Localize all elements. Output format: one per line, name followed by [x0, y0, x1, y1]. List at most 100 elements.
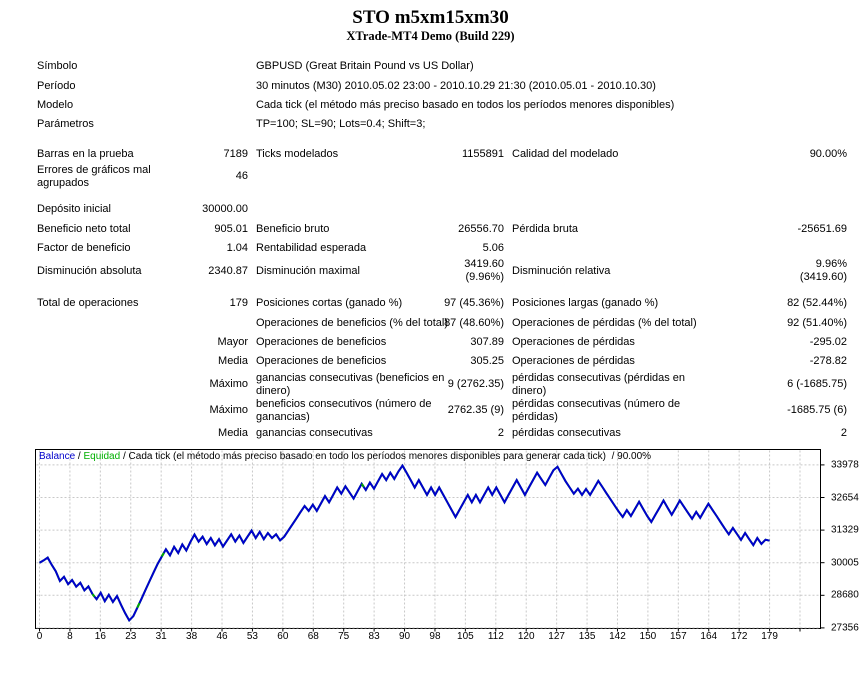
legend-separator: / [120, 451, 129, 463]
stat-value-1: 1.04 [226, 241, 248, 254]
stat-label-3: Calidad del modelado [512, 147, 619, 160]
x-tick-label: 68 [307, 631, 319, 643]
x-tick-label: 98 [429, 631, 441, 643]
info-value: 30 minutos (M30) 2010.05.02 23:00 - 2010… [256, 79, 656, 92]
stat-label-1: Factor de beneficio [37, 241, 131, 254]
legend-balance-label: Balance [39, 451, 76, 463]
info-row: Período 30 minutos (M30) 2010.05.02 23:0… [37, 76, 861, 95]
stat-value-2: 87 (48.60%) [444, 316, 504, 329]
legend-separator: / [75, 451, 84, 463]
stat-label-2: Rentabilidad esperada [256, 241, 367, 254]
stat-value-2: 2762.35 (9) [447, 404, 504, 417]
stat-label-2: Operaciones de beneficios [256, 336, 387, 349]
stat-label-3: pérdidas consecutivas [512, 426, 621, 439]
stat-value-1: 2340.87 [208, 264, 248, 277]
stat-value-2: 2 [497, 426, 504, 439]
stat-value-1: Media [218, 355, 248, 368]
stat-value-3: 92 (51.40%) [787, 316, 847, 329]
x-tick-label: 120 [517, 631, 535, 643]
x-tick-label: 172 [730, 631, 748, 643]
stat-label-2: Posiciones cortas (ganado %) [256, 297, 403, 310]
info-row: Símbolo GBPUSD (Great Britain Pound vs U… [37, 57, 861, 76]
x-tick-label: 179 [761, 631, 778, 643]
x-tick-label: 46 [216, 631, 228, 643]
y-tick-label: 28680 [831, 589, 859, 601]
stat-label-2: Ticks modelados [256, 147, 339, 160]
x-tick-label: 0 [36, 631, 43, 643]
stat-label-1: Beneficio neto total [37, 222, 131, 235]
x-tick-label: 90 [398, 631, 411, 643]
stat-value-1: 905.01 [214, 222, 248, 235]
stat-value-1: 30000.00 [202, 203, 248, 216]
stat-label-3: pérdidas consecutivas (pérdidas en diner… [512, 371, 686, 397]
info-value: GBPUSD (Great Britain Pound vs US Dollar… [256, 60, 474, 73]
x-tick-label: 164 [700, 631, 718, 643]
legend-quality: 90.00% [617, 451, 652, 463]
page-subtitle: XTrade-MT4 Demo (Build 229) [346, 29, 515, 43]
stat-label-3: Disminución relativa [512, 264, 611, 277]
stat-value-1: Media [218, 426, 248, 439]
stat-value-2: 26556.70 [458, 222, 504, 235]
stat-label-3: Operaciones de pérdidas (% del total) [512, 316, 697, 329]
stat-value-2: 305.25 [470, 355, 504, 368]
stat-value-3: -1685.75 (6) [787, 404, 847, 417]
x-tick-label: 31 [155, 631, 167, 643]
stat-value-1: 179 [229, 297, 248, 310]
stat-label-2: Operaciones de beneficios [256, 355, 387, 368]
stat-value-2: 1155891 [461, 147, 504, 160]
info-label: Modelo [37, 98, 74, 111]
stat-label-3: Operaciones de pérdidas [512, 355, 635, 368]
stat-row: Máximo beneficios consecutivos (número d… [37, 398, 861, 424]
stat-value-3: 82 (52.44%) [787, 297, 847, 310]
stat-row: Errores de gráficos mal agrupados 46 [37, 164, 861, 190]
stat-label-2: beneficios consecutivos (número de ganan… [256, 397, 432, 423]
stat-value-2: 5.06 [482, 241, 504, 254]
stat-row: Barras en la prueba 7189 Ticks modelados… [37, 145, 861, 164]
stat-value-2: 307.89 [470, 336, 504, 349]
y-tick-label: 33978 [831, 459, 859, 471]
stat-value-3: -295.02 [809, 336, 847, 349]
x-tick-label: 112 [487, 631, 504, 643]
stat-label-3: Posiciones largas (ganado %) [512, 297, 659, 310]
stat-value-3: -278.82 [809, 355, 847, 368]
x-tick-label: 135 [578, 631, 596, 643]
stat-row: Depósito inicial 30000.00 [37, 200, 861, 219]
stat-value-1: Mayor [217, 336, 248, 349]
x-tick-label: 38 [186, 631, 198, 643]
x-tick-label: 142 [609, 631, 626, 643]
stat-row: Beneficio neto total 905.01 Beneficio br… [37, 219, 861, 238]
y-tick-label: 30005 [831, 557, 859, 569]
stat-value-1: Máximo [209, 404, 248, 417]
x-tick-label: 53 [246, 631, 258, 643]
stat-label-1: Barras en la prueba [37, 147, 134, 160]
info-label: Símbolo [37, 60, 78, 73]
stat-label-1: Errores de gráficos mal agrupados [37, 163, 151, 189]
y-tick-label: 27356 [831, 622, 859, 634]
stat-label-3: pérdidas consecutivas (número de pérdida… [512, 397, 681, 423]
stat-label-2: ganancias consecutivas (beneficios en di… [256, 371, 445, 397]
stat-label-3: Operaciones de pérdidas [512, 336, 635, 349]
stats-table: Barras en la prueba 7189 Ticks modelados… [37, 145, 861, 444]
stat-row: Máximo ganancias consecutivas (beneficio… [37, 372, 861, 398]
stat-value-3: 9.96% (3419.60) [799, 258, 847, 284]
x-tick-label: 83 [368, 631, 380, 643]
stat-row: Mayor Operaciones de beneficios 307.89 O… [37, 333, 861, 352]
info-label: Parámetros [37, 118, 94, 131]
report-tables: Símbolo GBPUSD (Great Britain Pound vs U… [37, 57, 861, 443]
x-tick-label: 8 [67, 631, 73, 643]
y-tick-label: 32654 [831, 492, 859, 504]
legend-separator: / [606, 451, 618, 463]
stat-value-1: Máximo [209, 378, 248, 391]
stat-label-1: Depósito inicial [37, 203, 111, 216]
y-tick-label: 31329 [831, 524, 859, 536]
stat-label-2: Operaciones de beneficios (% del total) [256, 316, 448, 329]
x-tick-label: 75 [338, 631, 350, 643]
stat-value-3: 6 (-1685.75) [787, 378, 847, 391]
stat-row: Operaciones de beneficios (% del total) … [37, 314, 861, 333]
x-tick-label: 157 [669, 631, 687, 643]
stat-value-2: 97 (45.36%) [444, 297, 504, 310]
info-value: Cada tick (el método más preciso basado … [256, 98, 675, 111]
x-tick-label: 150 [639, 631, 657, 643]
stat-value-2: 3419.60 (9.96%) [464, 258, 504, 284]
